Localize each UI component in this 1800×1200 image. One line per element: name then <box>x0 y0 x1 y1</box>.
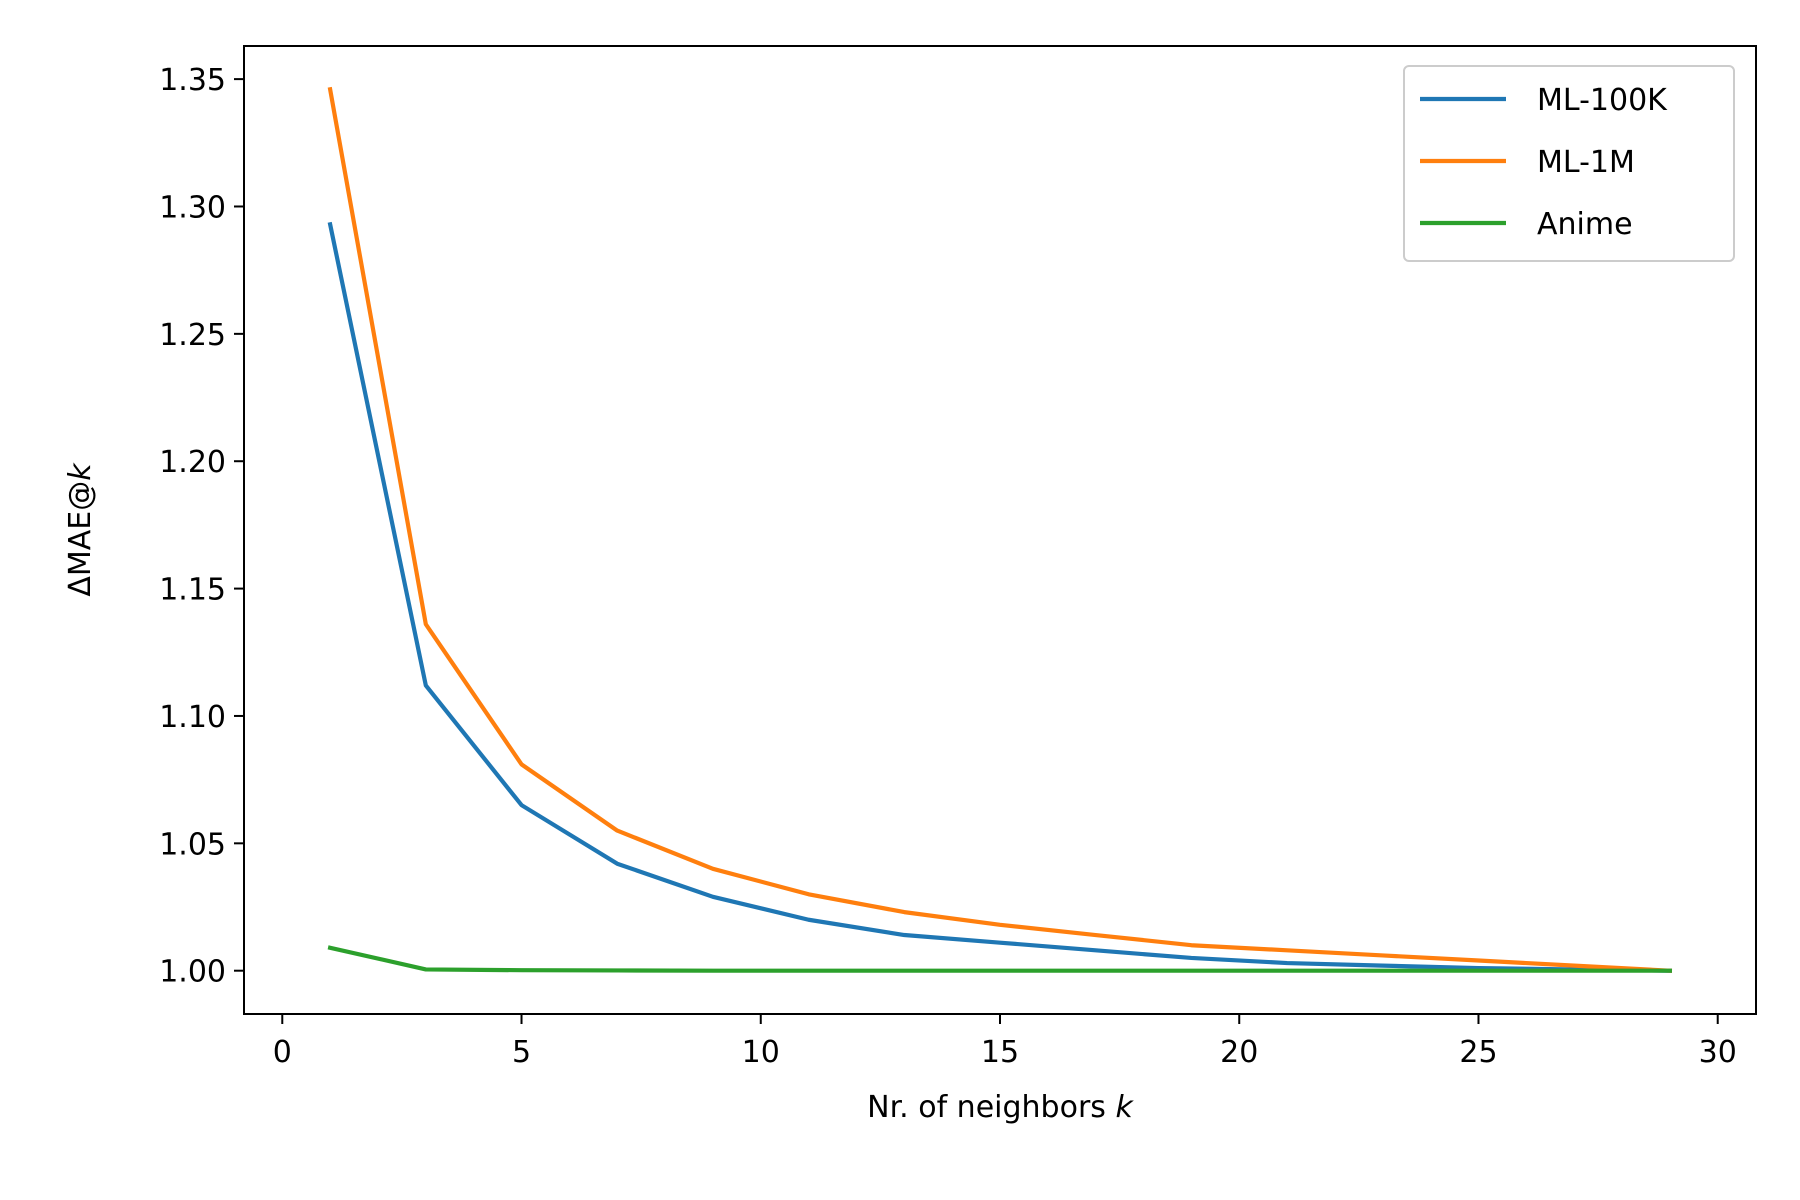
legend-items: ML-100K ML-1M Anime <box>1420 83 1668 242</box>
legend: ML-100K ML-1M Anime <box>1403 65 1735 262</box>
x-tick-label: 15 <box>981 1035 1019 1070</box>
x-tick-label: 20 <box>1220 1035 1258 1070</box>
y-axis-label-variable: k <box>63 462 98 481</box>
legend-label-ml-1m: ML-1M <box>1537 145 1635 180</box>
y-axis-label-text: ΔMAE@ <box>63 481 98 597</box>
legend-label-anime: Anime <box>1537 207 1633 242</box>
y-tick-label: 1.10 <box>159 700 226 735</box>
x-tick-label: 10 <box>742 1035 780 1070</box>
x-axis-label-text: Nr. of neighbors <box>867 1090 1106 1125</box>
series-lines <box>327 86 1673 973</box>
x-axis-label-space <box>1106 1090 1116 1125</box>
x-tick-label: 30 <box>1699 1035 1737 1070</box>
x-axis-label-variable: k <box>1115 1090 1134 1125</box>
y-tick-label: 1.30 <box>159 190 226 225</box>
legend-label-ml-100k: ML-100K <box>1537 83 1668 118</box>
y-tick-label: 1.20 <box>159 445 226 480</box>
y-tick-label: 1.25 <box>159 318 226 353</box>
x-tick-label: 25 <box>1459 1035 1497 1070</box>
y-axis: 1.00 1.05 1.10 1.15 1.20 1.25 1.30 1.35 <box>159 63 244 990</box>
y-tick-label: 1.35 <box>159 63 226 98</box>
y-tick-label: 1.00 <box>159 955 226 990</box>
y-tick-label: 1.15 <box>159 573 226 608</box>
series-line-ml-100k <box>327 221 1672 973</box>
series-line-anime <box>327 945 1672 973</box>
legend-box <box>1403 65 1735 262</box>
y-axis-label: ΔMAE@k <box>63 462 98 597</box>
series-line-ml-1m <box>327 86 1673 973</box>
x-axis-label: Nr. of neighbors k <box>867 1090 1134 1125</box>
x-tick-label: 5 <box>512 1035 531 1070</box>
y-tick-label: 1.05 <box>159 827 226 862</box>
x-tick-label: 0 <box>273 1035 292 1070</box>
x-axis: 0 5 10 15 20 25 30 <box>273 1014 1737 1070</box>
